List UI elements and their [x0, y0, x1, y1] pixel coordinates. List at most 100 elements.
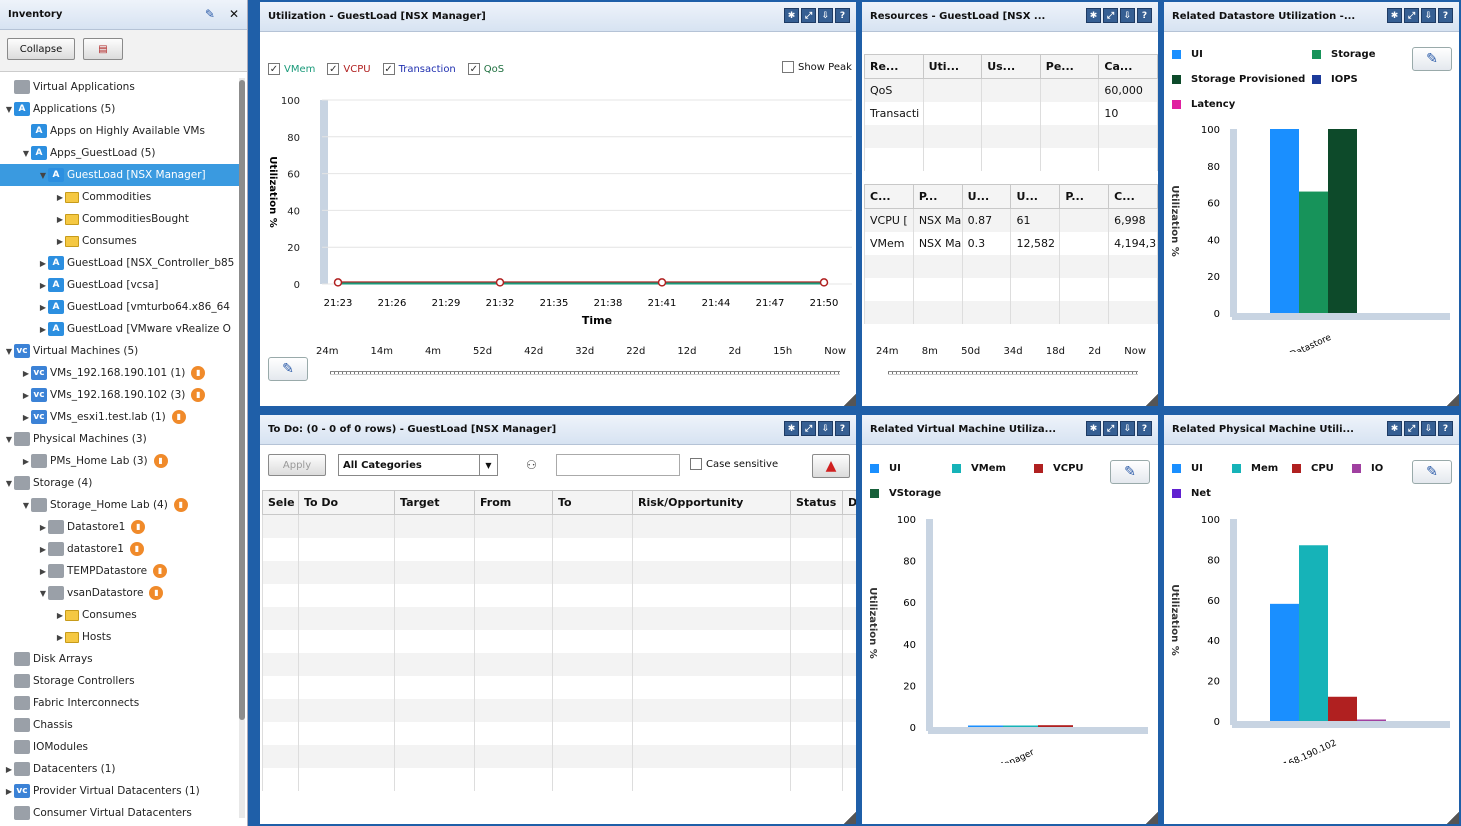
settings-icon[interactable]: ✱: [1387, 421, 1402, 436]
table-row[interactable]: [262, 721, 856, 745]
help-icon[interactable]: ?: [835, 8, 850, 23]
tree-item[interactable]: A Apps on Highly Available VMs: [0, 120, 240, 142]
table-row[interactable]: QoS 60,000: [864, 78, 1158, 102]
tree-item[interactable]: ▼ Storage_Home Lab (4) ▮: [0, 494, 240, 516]
column-header[interactable]: U...: [961, 184, 1012, 209]
legend-item[interactable]: UI: [870, 463, 901, 474]
chart-badge-icon[interactable]: ▮: [173, 498, 188, 512]
tree-item[interactable]: ▶ Datacenters (1): [0, 758, 240, 780]
expand-arrow-icon[interactable]: ▼: [22, 148, 30, 158]
edit-button[interactable]: ✎: [268, 357, 308, 381]
expand-arrow-icon[interactable]: ▶: [22, 390, 30, 400]
series-checkbox[interactable]: ✓: [382, 63, 395, 75]
table-row[interactable]: Transacti 10: [864, 101, 1158, 125]
column-header[interactable]: Ca...: [1098, 54, 1158, 79]
tree-item[interactable]: Virtual Applications: [0, 76, 240, 98]
column-header[interactable]: Risk/Opportunity: [632, 490, 791, 515]
expand-arrow-icon[interactable]: ▶: [39, 544, 47, 554]
column-header[interactable]: From: [474, 490, 553, 515]
table-row[interactable]: VCPU [NSX Ma 0.87 61 6,998: [864, 208, 1158, 232]
apply-button[interactable]: Apply: [268, 454, 326, 476]
series-checkbox[interactable]: ✓: [268, 63, 280, 75]
expand-arrow-icon[interactable]: ▶: [56, 236, 64, 246]
legend-item[interactable]: CPU: [1292, 463, 1334, 474]
expand-arrow-icon[interactable]: ▶: [5, 764, 13, 774]
tree-item[interactable]: ▶ CommoditiesBought: [0, 208, 240, 230]
maximize-icon[interactable]: ⤢: [1404, 421, 1419, 436]
edit-button[interactable]: ✎: [1110, 460, 1150, 484]
legend-item[interactable]: Storage: [1312, 49, 1375, 60]
chart-badge-icon[interactable]: ▮: [153, 564, 168, 578]
settings-icon[interactable]: ✱: [1387, 8, 1402, 23]
maximize-icon[interactable]: ⤢: [801, 8, 816, 23]
table-row[interactable]: [262, 698, 856, 722]
series-toggle[interactable]: ✓ Transaction: [382, 61, 456, 77]
column-header[interactable]: Uti...: [922, 54, 983, 79]
chart-badge-icon[interactable]: ▮: [131, 520, 146, 534]
column-header[interactable]: To: [552, 490, 633, 515]
table-row[interactable]: VMem NSX Ma 0.3 12,582 4,194,3: [864, 231, 1158, 255]
download-icon[interactable]: ⇩: [818, 8, 833, 23]
legend-item[interactable]: VCPU: [1034, 463, 1084, 474]
chart-badge-icon[interactable]: ▮: [191, 388, 206, 402]
legend-item[interactable]: UI: [1172, 463, 1203, 474]
series-toggle[interactable]: ✓ VMem: [268, 61, 315, 77]
legend-item[interactable]: Storage Provisioned: [1172, 74, 1305, 85]
settings-icon[interactable]: ✱: [784, 421, 799, 436]
tree-item[interactable]: ▶ TEMPDatastore ▮: [0, 560, 240, 582]
table-row[interactable]: [262, 560, 856, 584]
case-sensitive-toggle[interactable]: Case sensitive: [690, 458, 778, 470]
time-slider[interactable]: [330, 371, 840, 375]
column-header[interactable]: Us...: [981, 54, 1041, 79]
collapse-button[interactable]: Collapse: [7, 38, 75, 60]
alert-icon[interactable]: ▲: [812, 454, 850, 478]
maximize-icon[interactable]: ⤢: [1404, 8, 1419, 23]
column-header[interactable]: U...: [1010, 184, 1061, 209]
tree-item[interactable]: ▶ Consumes: [0, 230, 240, 252]
legend-item[interactable]: IOPS: [1312, 74, 1358, 85]
table-row[interactable]: [262, 652, 856, 676]
tree-item[interactable]: ▶ A GuestLoad [vmturbo64.x86_64: [0, 296, 240, 318]
inventory-scrollbar[interactable]: [239, 78, 245, 818]
column-header[interactable]: Target: [394, 490, 475, 515]
table-row[interactable]: [262, 629, 856, 653]
expand-arrow-icon[interactable]: ▼: [39, 170, 47, 180]
expand-arrow-icon[interactable]: ▶: [56, 192, 64, 202]
chart-badge-icon[interactable]: ▮: [153, 454, 168, 468]
table-row[interactable]: [262, 514, 856, 538]
edit-button[interactable]: ✎: [1412, 460, 1452, 484]
expand-arrow-icon[interactable]: ▶: [39, 324, 47, 334]
table-row[interactable]: [864, 147, 1158, 171]
show-peak-toggle[interactable]: Show Peak: [782, 61, 852, 73]
legend-item[interactable]: VStorage: [870, 488, 941, 499]
tree-item[interactable]: ▼ Physical Machines (3): [0, 428, 240, 450]
chart-badge-icon[interactable]: ▮: [171, 410, 186, 424]
pin-icon[interactable]: ✎: [204, 7, 215, 21]
expand-arrow-icon[interactable]: ▼: [22, 500, 30, 510]
help-icon[interactable]: ?: [1438, 8, 1453, 23]
series-toggle[interactable]: ✓ VCPU: [327, 61, 371, 77]
tree-item[interactable]: ▶ Datastore1 ▮: [0, 516, 240, 538]
help-icon[interactable]: ?: [1137, 421, 1152, 436]
download-icon[interactable]: ⇩: [1421, 421, 1436, 436]
column-header[interactable]: C...: [1108, 184, 1158, 209]
tree-item[interactable]: ▶ A GuestLoad [NSX_Controller_b85: [0, 252, 240, 274]
series-checkbox[interactable]: ✓: [327, 63, 340, 75]
expand-arrow-icon[interactable]: ▼: [5, 346, 13, 356]
tree-item[interactable]: ▼ A Applications (5): [0, 98, 240, 120]
expand-arrow-icon[interactable]: ▶: [39, 302, 47, 312]
expand-arrow-icon[interactable]: ▼: [39, 588, 47, 598]
chart-badge-icon[interactable]: ▮: [129, 542, 144, 556]
tree-item[interactable]: ▶ PMs_Home Lab (3) ▮: [0, 450, 240, 472]
maximize-icon[interactable]: ⤢: [801, 421, 816, 436]
download-icon[interactable]: ⇩: [1120, 8, 1135, 23]
download-icon[interactable]: ⇩: [1120, 421, 1135, 436]
tree-item[interactable]: ▶ Consumes: [0, 604, 240, 626]
expand-arrow-icon[interactable]: ▶: [56, 632, 64, 642]
help-icon[interactable]: ?: [1137, 8, 1152, 23]
tree-item[interactable]: ▶ Hosts: [0, 626, 240, 648]
expand-arrow-icon[interactable]: ▼: [5, 478, 13, 488]
tree-item[interactable]: ▼ A GuestLoad [NSX Manager]: [0, 164, 240, 186]
settings-icon[interactable]: ✱: [1086, 421, 1101, 436]
column-header[interactable]: Status: [790, 490, 843, 515]
